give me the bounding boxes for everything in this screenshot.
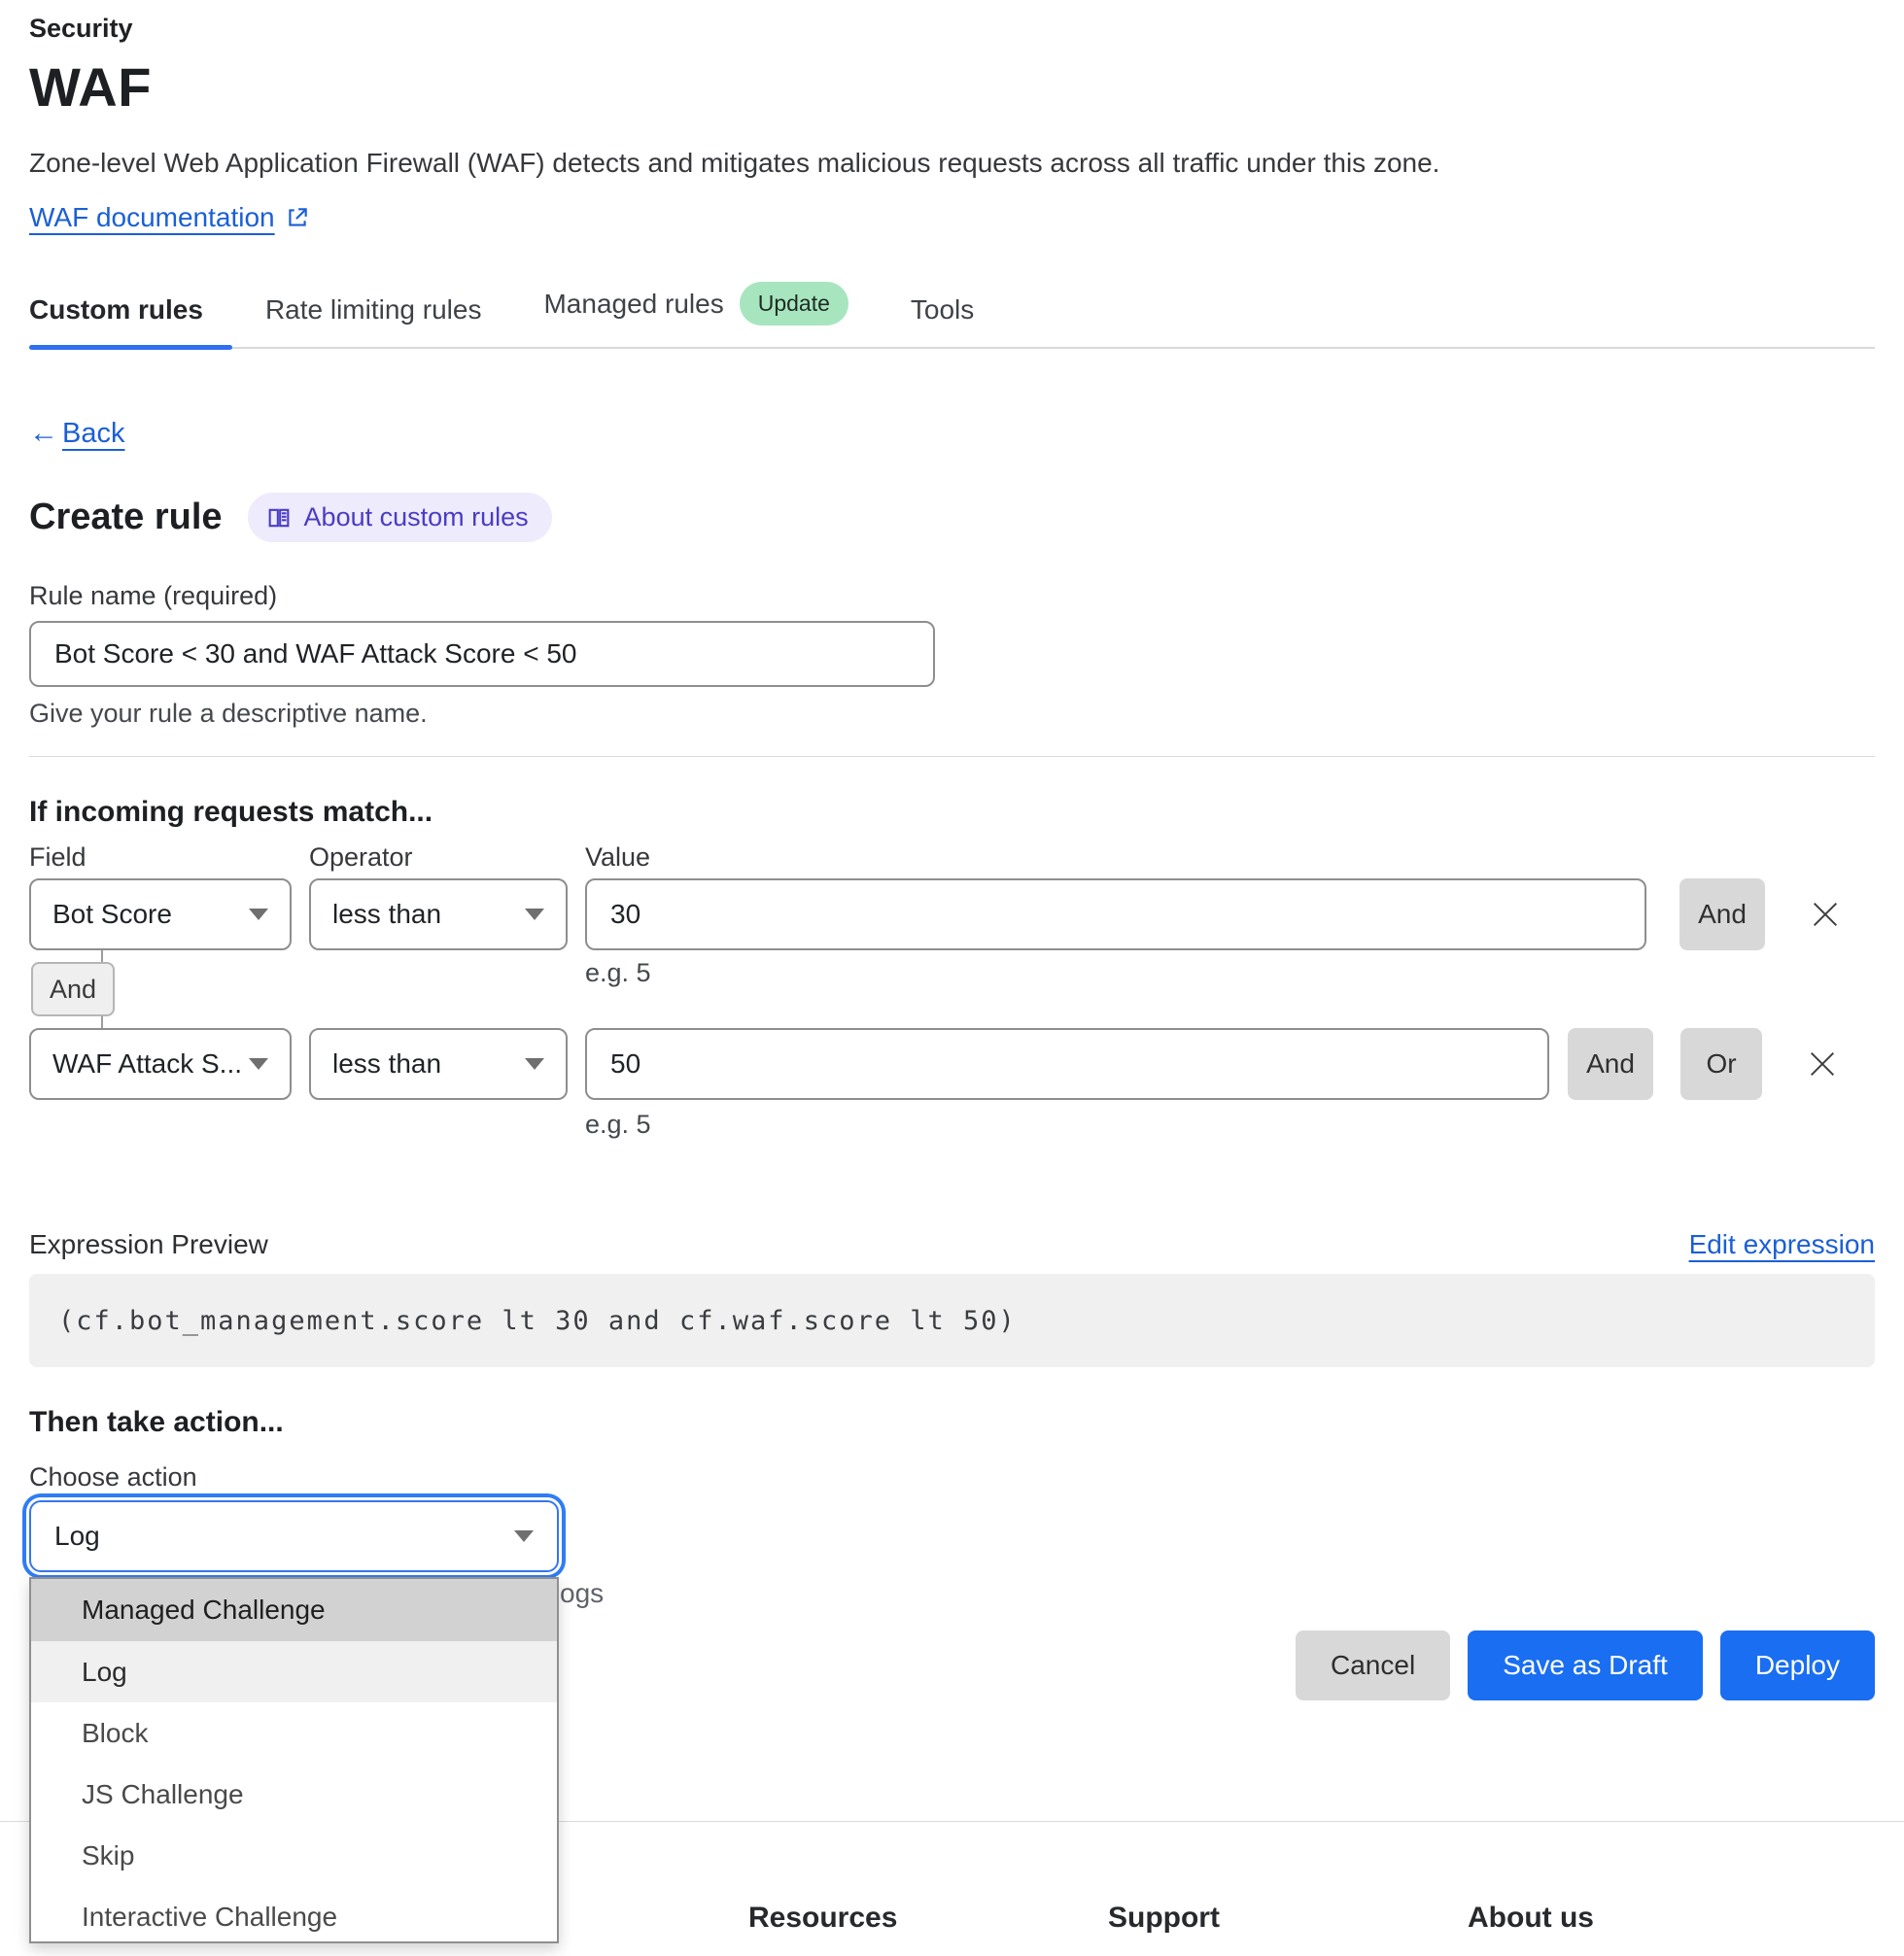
about-custom-rules-button[interactable]: About custom rules xyxy=(247,493,552,542)
rule-name-input[interactable] xyxy=(29,621,935,687)
external-link-icon xyxy=(288,208,307,226)
back-link[interactable]: ← Back xyxy=(29,417,124,450)
expression-code: (cf.bot_management.score lt 30 and cf.wa… xyxy=(29,1274,1875,1367)
dropdown-option-js-challenge[interactable]: JS Challenge xyxy=(82,1778,244,1809)
cancel-button[interactable]: Cancel xyxy=(1296,1630,1451,1700)
deploy-button[interactable]: Deploy xyxy=(1719,1630,1875,1700)
value-column-label: Value xyxy=(585,842,651,872)
action-select-value: Log xyxy=(54,1521,100,1551)
remove-condition-button[interactable] xyxy=(1803,1045,1842,1083)
dropdown-option-interactive-challenge[interactable]: Interactive Challenge xyxy=(82,1901,338,1932)
condition-connector-zone: And e.g. 5 xyxy=(29,950,1875,1028)
chevron-down-icon xyxy=(514,1530,534,1542)
footer-column-resources[interactable]: Resources xyxy=(748,1902,898,1934)
back-arrow-icon: ← xyxy=(29,417,58,449)
tab-label: Rate limiting rules xyxy=(264,294,482,325)
waf-documentation-link[interactable]: WAF documentation xyxy=(29,202,310,233)
footer-column-support[interactable]: Support xyxy=(1108,1902,1220,1934)
book-icon xyxy=(268,508,289,527)
field-select-value: WAF Attack S... xyxy=(52,1048,243,1079)
dropdown-option-managed-challenge[interactable]: Managed Challenge xyxy=(31,1579,557,1641)
section-divider xyxy=(29,756,1875,757)
action-dropdown: Managed Challenge Log Block JS Challenge… xyxy=(29,1577,559,1943)
tab-rate-limiting-rules[interactable]: Rate limiting rules xyxy=(265,294,482,347)
tab-managed-rules[interactable]: Managed rules Update xyxy=(543,282,848,347)
dropdown-option-block[interactable]: Block xyxy=(82,1717,149,1748)
add-and-condition-button[interactable]: And xyxy=(1679,878,1765,950)
tab-bar: Custom rules Rate limiting rules Managed… xyxy=(29,282,1875,350)
create-rule-heading: Create rule xyxy=(29,497,223,537)
waf-documentation-link-label: WAF documentation xyxy=(29,202,275,232)
field-select[interactable]: WAF Attack S... xyxy=(29,1028,292,1100)
field-column-label: Field xyxy=(29,842,87,872)
page-title: WAF xyxy=(29,56,152,118)
expression-preview-label: Expression Preview xyxy=(29,1229,268,1259)
chevron-down-icon xyxy=(249,1058,268,1070)
operator-select[interactable]: less than xyxy=(309,1028,568,1100)
tab-custom-rules[interactable]: Custom rules xyxy=(29,294,232,350)
condition-row: Bot Score less than And xyxy=(29,878,1875,950)
value-hint: e.g. 5 xyxy=(585,958,651,987)
and-connector-button[interactable]: And xyxy=(31,962,115,1016)
close-icon xyxy=(1810,1051,1835,1077)
breadcrumb: Security xyxy=(29,14,133,43)
condition-row: WAF Attack S... less than And Or xyxy=(29,1028,1875,1100)
tab-label: Custom rules xyxy=(29,294,203,325)
page-description: Zone-level Web Application Firewall (WAF… xyxy=(29,148,1440,178)
waf-page: Security WAF Zone-level Web Application … xyxy=(0,14,1904,1943)
update-badge: Update xyxy=(739,282,848,326)
rule-name-label: Rule name (required) xyxy=(29,581,278,610)
action-select[interactable]: Log xyxy=(29,1500,559,1572)
edit-expression-link[interactable]: Edit expression xyxy=(1688,1229,1875,1259)
operator-select-value: less than xyxy=(332,899,442,929)
close-icon xyxy=(1813,902,1838,927)
tab-label: Tools xyxy=(910,294,975,325)
value-input[interactable] xyxy=(585,1028,1549,1100)
remove-condition-button[interactable] xyxy=(1806,895,1845,934)
field-select-value: Bot Score xyxy=(52,899,172,929)
choose-action-label: Choose action xyxy=(29,1462,197,1492)
rule-name-helper: Give your rule a descriptive name. xyxy=(29,699,428,728)
operator-select[interactable]: less than xyxy=(309,878,568,950)
tab-tools[interactable]: Tools xyxy=(911,294,974,347)
tab-label: Managed rules xyxy=(543,288,724,319)
save-as-draft-button[interactable]: Save as Draft xyxy=(1468,1630,1703,1700)
footer-column-about-us[interactable]: About us xyxy=(1468,1902,1594,1934)
dropdown-option-log[interactable]: Log xyxy=(31,1641,557,1702)
back-link-label: Back xyxy=(62,417,125,449)
operator-column-label: Operator xyxy=(309,842,413,872)
chevron-down-icon xyxy=(525,1058,544,1070)
action-heading: Then take action... xyxy=(29,1406,284,1438)
field-select[interactable]: Bot Score xyxy=(29,878,292,950)
action-select-wrapper: Log Managed Challenge Log Block JS Chall… xyxy=(29,1500,604,1943)
chevron-down-icon xyxy=(249,909,268,920)
about-custom-rules-label: About custom rules xyxy=(303,502,529,532)
add-and-condition-button[interactable]: And xyxy=(1568,1028,1653,1100)
operator-select-value: less than xyxy=(332,1048,442,1079)
action-helper-fragment: ogs xyxy=(560,1578,605,1608)
value-input[interactable] xyxy=(585,878,1646,950)
match-heading: If incoming requests match... xyxy=(29,796,433,828)
dropdown-option-skip[interactable]: Skip xyxy=(82,1839,135,1870)
value-hint: e.g. 5 xyxy=(585,1110,651,1139)
chevron-down-icon xyxy=(525,909,544,920)
add-or-condition-button[interactable]: Or xyxy=(1680,1028,1762,1100)
